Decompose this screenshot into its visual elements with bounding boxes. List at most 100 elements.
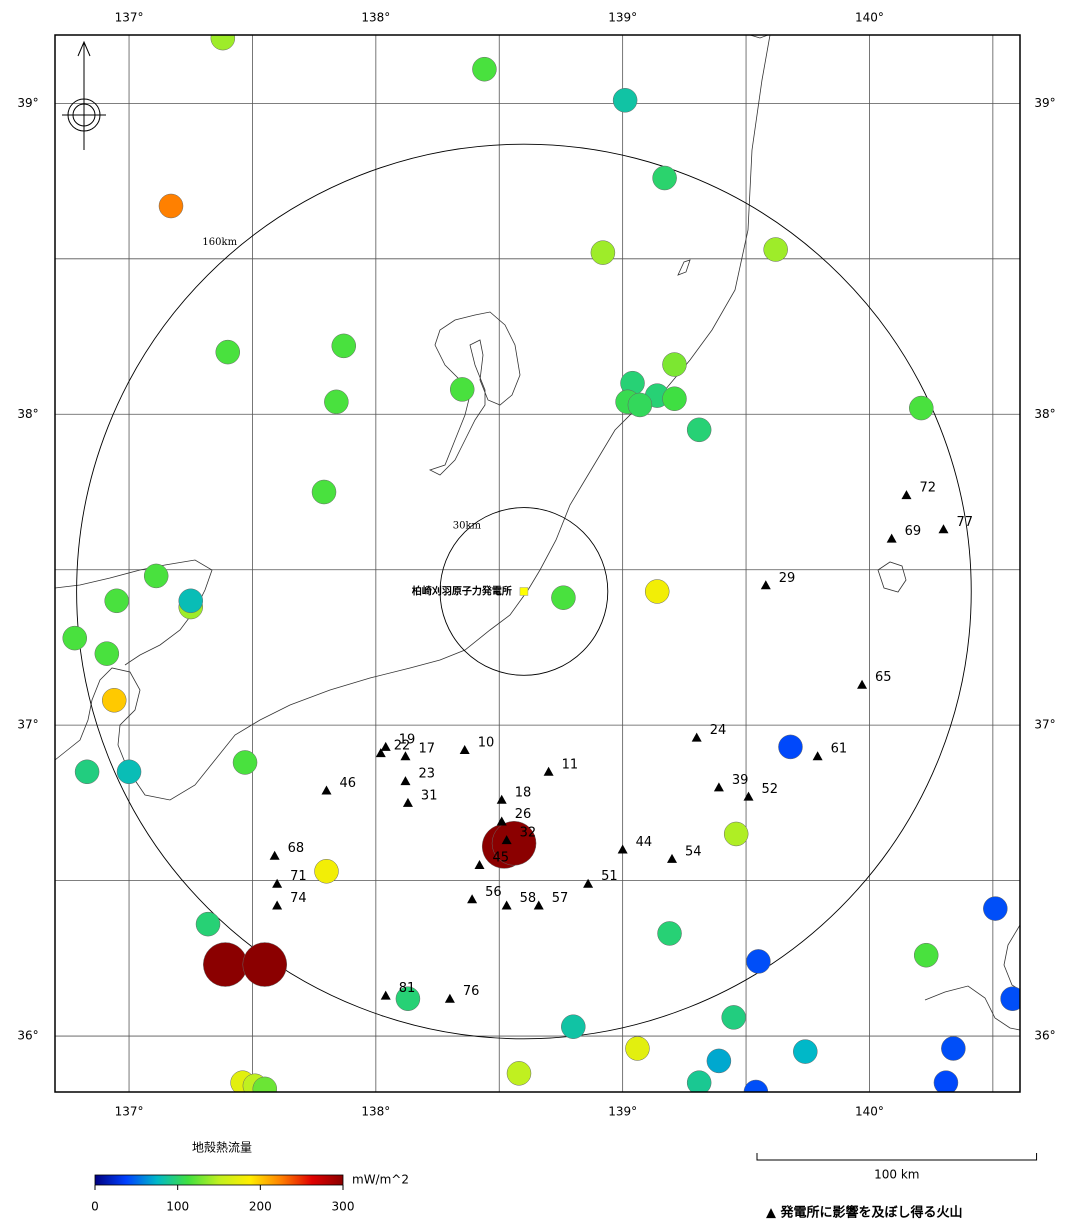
volcano-label: 65 <box>875 670 892 685</box>
colorbar <box>94 1174 344 1186</box>
heat-flow-point <box>449 377 475 402</box>
lat-tick-label: 37° <box>17 718 38 732</box>
heat-flow-point <box>746 949 771 974</box>
distance-label: 30km <box>453 521 482 532</box>
lon-tick-label: 139° <box>608 1105 637 1119</box>
heat-flow-point <box>203 942 248 987</box>
heat-flow-point <box>101 688 127 713</box>
lon-tick-label: 140° <box>855 11 884 25</box>
volcano-label: 18 <box>515 785 532 800</box>
volcano <box>380 741 391 751</box>
heat-flow-point <box>662 386 687 411</box>
volcano-label: 29 <box>779 571 796 586</box>
heat-flow-point <box>625 1036 650 1061</box>
heat-flow-point <box>506 1061 532 1086</box>
heat-flow-point <box>941 1036 966 1061</box>
volcano <box>474 860 485 870</box>
heat-flow-point <box>983 896 1008 921</box>
volcano <box>402 797 413 807</box>
volcano-label: 44 <box>636 835 653 850</box>
heat-flow-point <box>158 193 184 219</box>
plant-label: 柏崎刈羽原子力発電所 <box>412 584 512 597</box>
heat-flow-point <box>116 759 142 785</box>
heat-flow-point <box>472 56 497 82</box>
lat-tick-label: 36° <box>1034 1029 1055 1043</box>
lon-tick-label: 139° <box>608 11 637 25</box>
heat-flow-point <box>561 1014 586 1039</box>
lon-tick-label: 137° <box>115 11 144 25</box>
volcano <box>321 785 332 795</box>
heat-flow-point <box>686 417 712 443</box>
volcano-label: 11 <box>562 757 579 772</box>
heat-flow-point <box>311 479 337 505</box>
volcano <box>857 679 868 689</box>
heat-flow-point <box>933 1070 959 1092</box>
lat-tick-label: 39° <box>17 96 38 110</box>
heat-flow-point <box>706 1048 732 1074</box>
lon-tick-label: 137° <box>115 1105 144 1119</box>
volcano <box>691 732 702 742</box>
lon-tick-label: 138° <box>361 1105 390 1119</box>
colorbar-tick-label: 200 <box>249 1200 272 1214</box>
volcano-label: 72 <box>919 481 936 496</box>
colorbar-tick-label: 300 <box>332 1200 355 1214</box>
volcano-label: 54 <box>685 844 702 859</box>
volcano-label: 52 <box>762 782 779 797</box>
power-plant <box>519 587 529 596</box>
lat-tick-label: 38° <box>17 407 38 421</box>
volcano-label: 71 <box>290 869 307 884</box>
volcano <box>400 776 411 786</box>
lat-tick-label: 36° <box>17 1029 38 1043</box>
heat-flow-point <box>104 588 129 614</box>
volcano <box>380 990 391 1000</box>
volcano <box>583 878 594 888</box>
heat-flow-point <box>723 821 749 847</box>
volcano-label: 58 <box>520 891 537 906</box>
volcano <box>743 791 754 801</box>
volcano-label: 39 <box>732 773 749 788</box>
heat-flow-point <box>232 750 258 775</box>
heat-flow-point <box>627 392 653 418</box>
volcano <box>501 900 512 910</box>
heat-flow-point <box>686 1070 712 1092</box>
volcano <box>938 524 949 534</box>
heat-flow-point <box>652 165 677 191</box>
heat-flow-point <box>331 333 357 359</box>
heat-flow-point <box>62 625 87 651</box>
heat-flow-point <box>913 942 939 968</box>
volcano-label: 23 <box>418 767 435 782</box>
distance-circle <box>76 143 972 1040</box>
volcano <box>543 766 554 776</box>
heat-flow-point <box>743 1079 769 1092</box>
heat-flow-point <box>242 942 288 987</box>
heat-flow-point <box>210 35 236 51</box>
distance-circle <box>439 507 609 676</box>
heat-flow-point <box>178 588 203 614</box>
north-arrow <box>62 40 106 150</box>
volcano-label: 56 <box>485 885 502 900</box>
volcano <box>272 878 283 888</box>
graticule <box>55 35 1020 1092</box>
volcano-label: 31 <box>421 788 438 803</box>
volcano-label: 51 <box>601 869 618 884</box>
heat-flow-point <box>657 921 682 946</box>
volcano-label: 69 <box>905 524 922 539</box>
heat-flow-point <box>721 1005 746 1030</box>
volcano <box>496 794 507 804</box>
volcano <box>501 835 512 845</box>
lon-tick-label: 138° <box>361 11 390 25</box>
volcano <box>459 745 470 755</box>
heat-flow-point <box>195 911 221 937</box>
heat-flow-point <box>551 585 576 610</box>
colorbar-tick-label: 100 <box>166 1200 189 1214</box>
distance-label: 160km <box>202 237 237 248</box>
volcano-label: 19 <box>399 732 416 747</box>
heat-flow-point <box>314 859 339 884</box>
volcano-label: 77 <box>956 515 973 530</box>
volcano-label: 32 <box>520 826 537 841</box>
heat-flow-point <box>662 352 687 377</box>
volcano <box>269 850 280 860</box>
heat-flow-point <box>252 1076 278 1092</box>
